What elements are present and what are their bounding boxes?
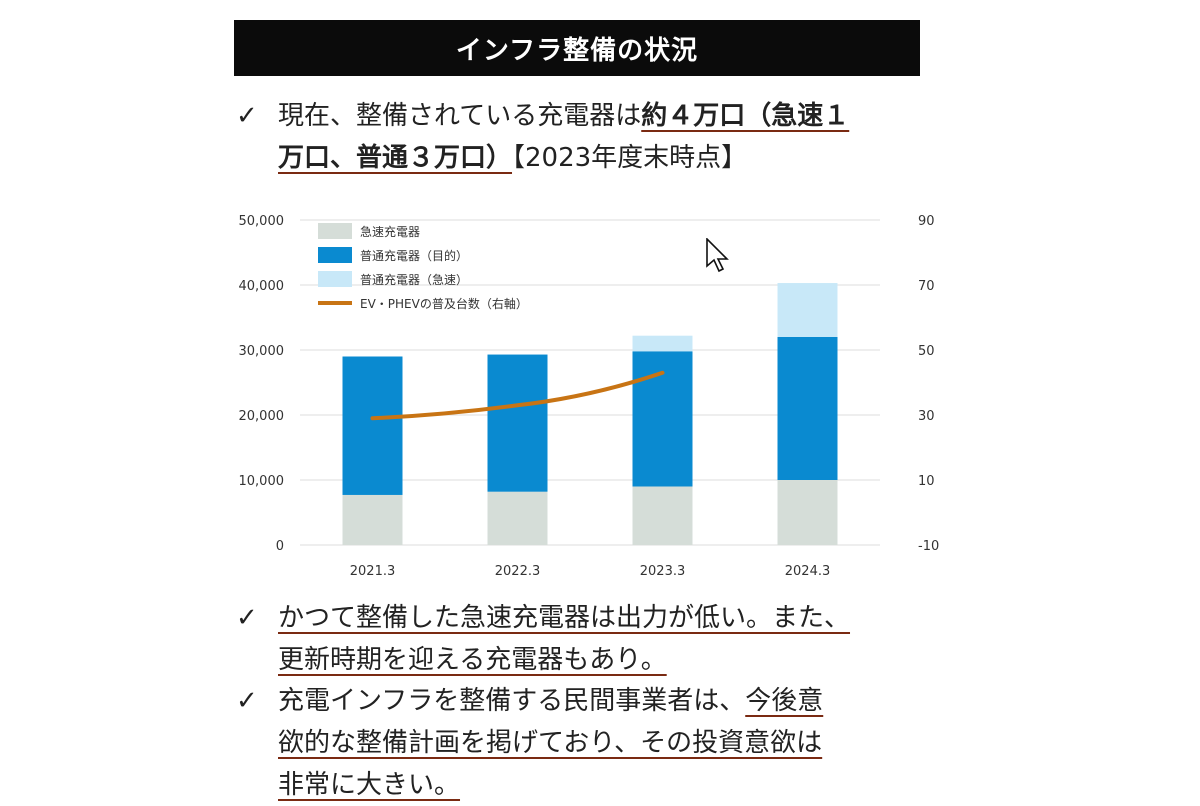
x-tick-label: 2024.3 — [785, 564, 831, 579]
bar-segment — [777, 480, 838, 545]
y-right-tick-label: 30 — [918, 409, 935, 424]
bar-segment — [632, 486, 693, 545]
mouse-cursor-icon — [706, 238, 729, 273]
page-title-text: インフラ整備の状況 — [455, 35, 699, 66]
check-icon: ✓ — [236, 603, 258, 633]
y-left-tick-label: 30,000 — [239, 344, 285, 359]
y-left-tick-label: 50,000 — [239, 214, 285, 229]
bullet-3-line-3: 非常に大きい。 — [278, 770, 461, 800]
y-left-tick-label: 10,000 — [239, 474, 285, 489]
bar-segment — [632, 335, 693, 352]
bullet-2-line-2: 更新時期を迎える充電器もあり。 — [278, 645, 667, 675]
y-right-tick-label: 90 — [918, 214, 935, 229]
legend-swatch — [318, 247, 352, 263]
bullet-1-line-2b: 【2023年度末時点】 — [512, 143, 748, 173]
y-right-tick-label: -10 — [918, 539, 939, 554]
bar-segment — [777, 337, 838, 480]
y-right-tick-label: 70 — [918, 279, 935, 294]
check-icon: ✓ — [236, 686, 258, 716]
bullet-1-line-1b: 約４万口（急速１ — [641, 101, 850, 131]
legend-swatch — [318, 223, 352, 239]
legend-swatch — [318, 271, 352, 287]
check-icon: ✓ — [236, 101, 258, 131]
bar-segment — [487, 491, 548, 545]
bullet-3-line-2: 欲的な整備計画を掲げており、その投資意欲は — [278, 728, 823, 758]
y-right-tick-label: 10 — [918, 474, 935, 489]
y-left-tick-label: 40,000 — [239, 279, 285, 294]
bullet-3-line-1a: 充電インフラを整備する民間事業者は、 — [278, 686, 746, 716]
bullet-2-line-1: かつて整備した急速充電器は出力が低い。また、 — [278, 603, 851, 633]
bullet-1-line-1a: 現在、整備されている充電器は — [278, 101, 642, 131]
bullet-3-line-1b: 今後意 — [745, 686, 824, 716]
bar-segment — [342, 494, 403, 545]
legend-label: 普通充電器（目的） — [360, 248, 468, 263]
bar-segment — [487, 354, 548, 492]
y-left-tick-label: 20,000 — [239, 409, 285, 424]
bar-segment — [777, 283, 838, 337]
x-tick-label: 2023.3 — [640, 564, 686, 579]
bullet-1-line-2a: 万口、普通３万口） — [278, 143, 513, 173]
x-tick-label: 2022.3 — [495, 564, 541, 579]
y-right-tick-label: 50 — [918, 344, 935, 359]
page-title: インフラ整備の状況 — [234, 20, 920, 76]
legend-label: EV・PHEVの普及台数（右軸） — [360, 296, 528, 311]
x-tick-label: 2021.3 — [350, 564, 396, 579]
y-left-tick-label: 0 — [276, 539, 284, 554]
legend-label: 普通充電器（急速） — [360, 272, 468, 287]
legend-label: 急速充電器 — [360, 224, 420, 239]
ev-phev-line — [370, 370, 665, 421]
bar-segment — [342, 356, 403, 495]
